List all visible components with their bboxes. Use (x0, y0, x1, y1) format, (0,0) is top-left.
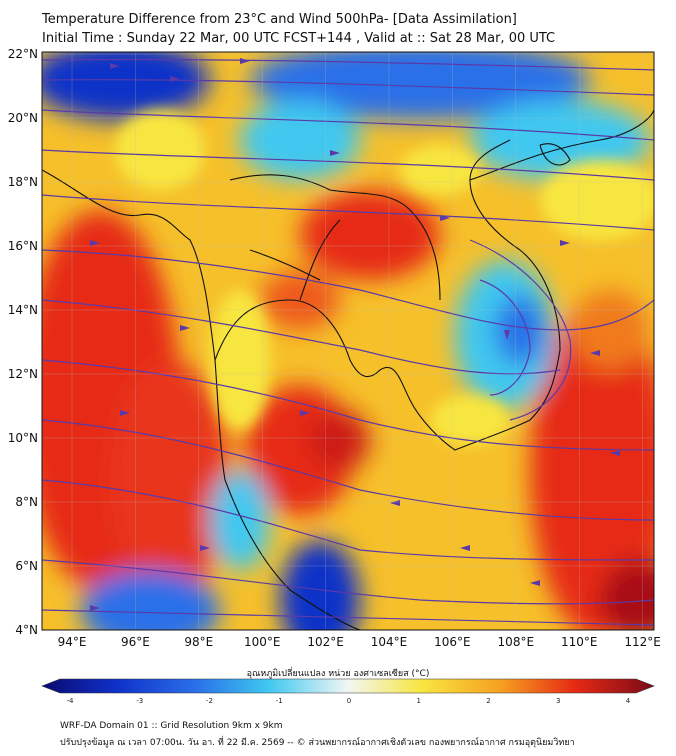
colorbar-tick-label: 3 (556, 697, 560, 705)
longitude-label: 94°E (58, 635, 87, 649)
latitude-label: 12°N (8, 367, 38, 381)
map-frame (41, 51, 655, 631)
latitude-label: 20°N (8, 111, 38, 125)
map-title: Temperature Difference from 23°C and Win… (42, 12, 517, 27)
colorbar-tick-label: -3 (136, 697, 143, 705)
latitude-label: 18°N (8, 175, 38, 189)
temperature-field (42, 52, 654, 630)
footer-model-info: WRF-DA Domain 01 :: Grid Resolution 9km … (60, 721, 283, 731)
latitude-labels: 22°N 20°N 18°N 16°N 14°N 12°N 10°N 8°N 6°N 4°N (8, 47, 38, 637)
longitude-label: 108°E (498, 635, 535, 649)
longitude-label: 98°E (184, 635, 213, 649)
latitude-label: 4°N (15, 623, 38, 637)
colorbar-ticks: -4 -3 -2 -1 0 1 2 3 4 (67, 697, 631, 705)
longitude-labels: 94°E 96°E 98°E 100°E 102°E 104°E 106°E 108°E 110… (58, 635, 661, 649)
longitude-label: 112°E (624, 635, 661, 649)
latitude-label: 14°N (8, 303, 38, 317)
longitude-label: 104°E (371, 635, 408, 649)
latitude-label: 16°N (8, 239, 38, 253)
latitude-label: 10°N (8, 431, 38, 445)
footer-credit: ปรับปรุงข้อมูล ณ เวลา 07:00น. วัน อา. ที… (60, 738, 575, 748)
colorbar-tick-label: 1 (417, 697, 421, 705)
colorbar-tick-label: 2 (486, 697, 490, 705)
colorbar-title: อุณหภูมิเปลี่ยนแปลง หน่วย องศาเซลเซียส (… (246, 669, 430, 679)
wind-arrows (90, 58, 620, 611)
latitude-label: 22°N (8, 47, 38, 61)
longitude-label: 102°E (307, 635, 344, 649)
longitude-label: 100°E (244, 635, 281, 649)
latitude-label: 8°N (15, 495, 38, 509)
colorbar-tick-label: -1 (276, 697, 283, 705)
colorbar-tick-label: -2 (206, 697, 213, 705)
colorbar: -4 -3 -2 -1 0 1 2 3 4 (41, 678, 655, 705)
longitude-label: 110°E (561, 635, 598, 649)
longitude-label: 106°E (434, 635, 471, 649)
latitude-label: 6°N (15, 559, 38, 573)
colorbar-tick-label: -4 (67, 697, 75, 705)
colorbar-scale (41, 678, 655, 694)
longitude-label: 96°E (121, 635, 150, 649)
colorbar-tick-label: 4 (626, 697, 631, 705)
colorbar-tick-label: 0 (347, 697, 351, 705)
map-subtitle: Initial Time : Sunday 22 Mar, 00 UTC FCS… (42, 31, 556, 46)
